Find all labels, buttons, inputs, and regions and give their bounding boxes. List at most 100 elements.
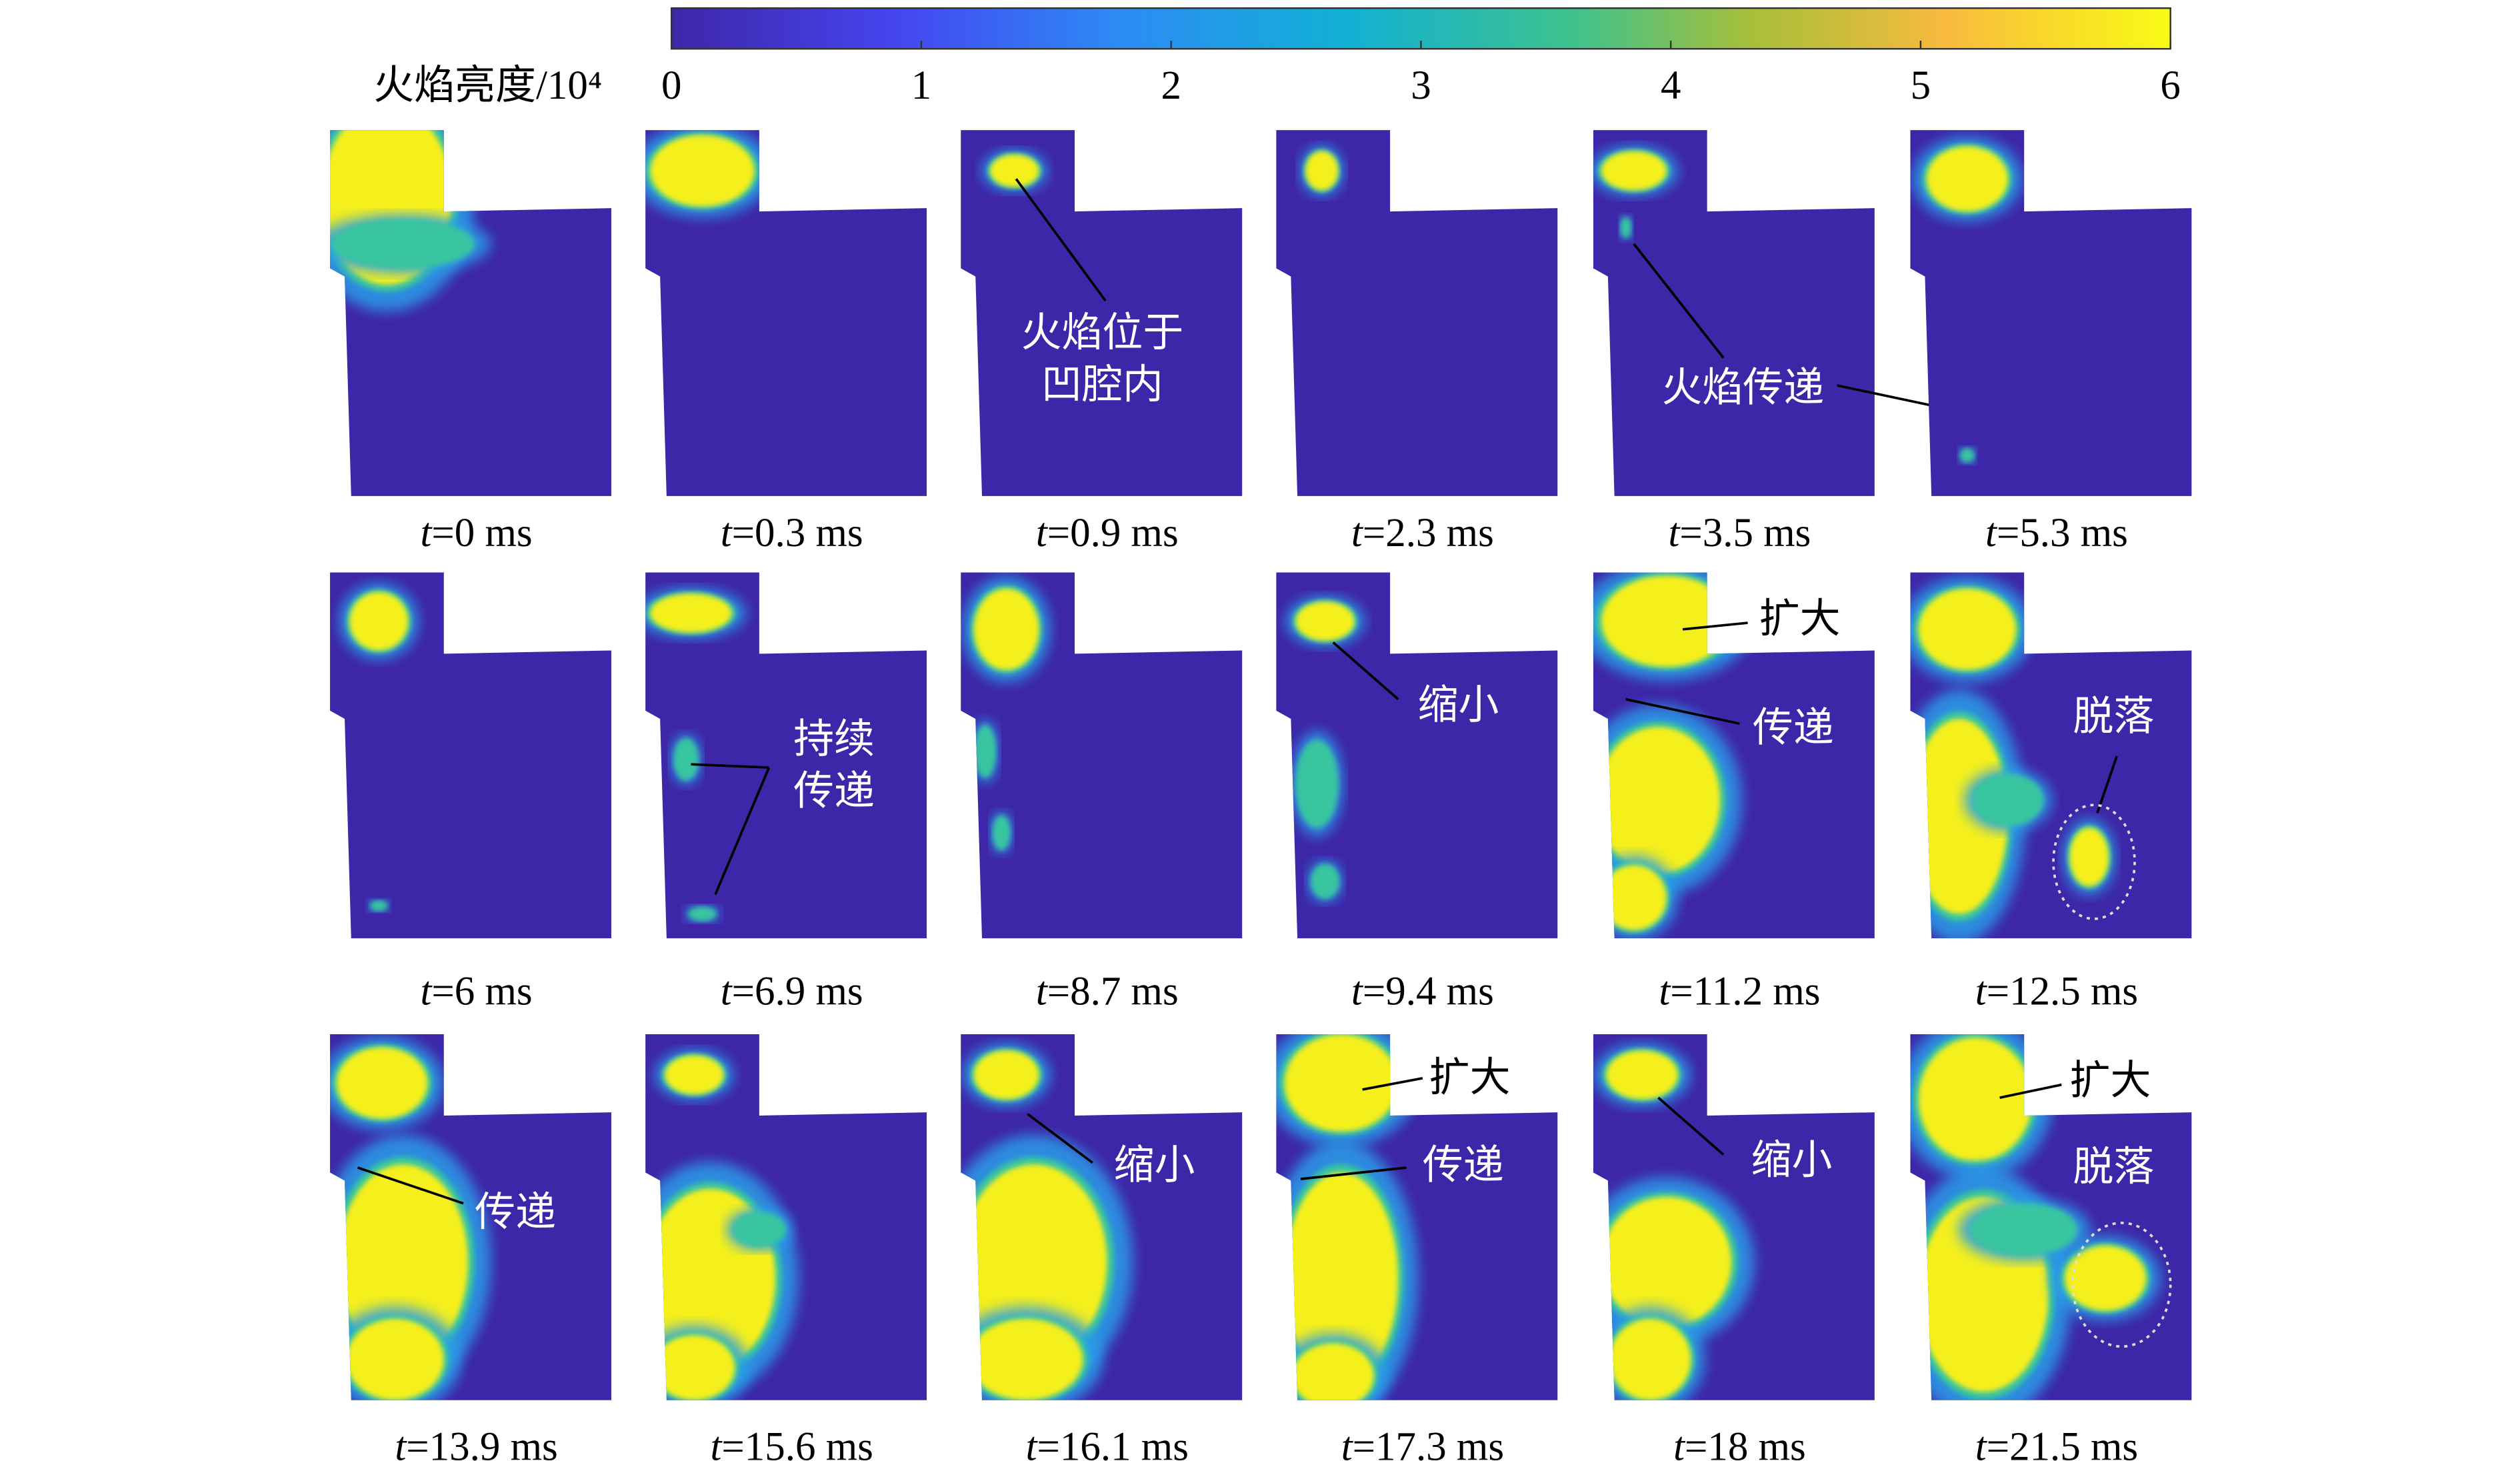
annotation: 脱落: [2073, 694, 2154, 739]
leader-line: [1362, 1077, 1423, 1091]
flame-core: [1292, 1343, 1374, 1400]
leader-line: [691, 763, 769, 769]
flame-image: [961, 572, 1243, 939]
time-var: t: [1668, 511, 1681, 555]
flames: [645, 587, 746, 923]
flame-mid: [1295, 740, 1339, 828]
annotation: 扩大: [1759, 597, 1841, 641]
flames: [1593, 1043, 1755, 1400]
flames: [1285, 595, 1365, 903]
flame-core: [653, 1335, 735, 1400]
flames: [330, 1036, 491, 1400]
flames: [1910, 576, 2116, 939]
time-label: t=15.6 ms: [710, 1424, 873, 1461]
annotation: 持续: [793, 717, 875, 762]
chamber: [961, 130, 1243, 496]
flame-mid: [974, 725, 996, 778]
time-var: t: [1026, 1424, 1039, 1461]
colorbar-tick-label: 6: [2160, 63, 2180, 108]
leader-line: [1682, 621, 1748, 631]
time-var: t: [395, 1424, 407, 1461]
flame-image: [1910, 572, 2192, 939]
colorbar-tick-label: 5: [1911, 63, 1931, 108]
annotation: 扩大: [2069, 1059, 2151, 1104]
flame-image: [645, 572, 927, 939]
time-value: =3.5 ms: [1679, 511, 1811, 555]
time-value: =6.9 ms: [732, 970, 863, 1014]
leader-line: [714, 767, 771, 896]
time-label: t=0 ms: [420, 511, 532, 555]
time-value: =15.6 ms: [721, 1424, 873, 1461]
time-label: t=18 ms: [1673, 1424, 1806, 1461]
flame-core: [1295, 601, 1355, 641]
flame-core: [1609, 1318, 1691, 1400]
leader-line: [1633, 243, 1725, 359]
flame-image: [1910, 130, 2192, 496]
time-value: =0 ms: [431, 511, 532, 555]
flames: [1276, 1034, 1419, 1400]
annotation: 传递: [1753, 705, 1834, 750]
chamber: [645, 130, 927, 496]
flame-mid: [331, 219, 475, 269]
flames: [1299, 145, 1344, 197]
annotation: 缩小: [1751, 1138, 1832, 1183]
leader-line: [1015, 178, 1107, 302]
annotation: 传递: [793, 770, 875, 814]
colorbar-tick-label: 0: [661, 63, 681, 108]
time-var: t: [420, 970, 433, 1014]
time-label: t=5.3 ms: [1985, 511, 2128, 555]
flame-mid: [1620, 217, 1631, 239]
flame-image: [1276, 572, 1558, 939]
flame-core: [1601, 1196, 1732, 1328]
flames: [330, 130, 491, 312]
time-value: =18 ms: [1685, 1424, 1806, 1461]
flame-core: [1910, 718, 2008, 914]
time-var: t: [1659, 970, 1671, 1014]
chamber: [1276, 130, 1558, 496]
leader-line: [1027, 1113, 1093, 1164]
flame-mid: [673, 738, 699, 781]
annotation: 火焰传递: [1661, 366, 1824, 411]
flame-mid: [1972, 774, 2044, 827]
time-label: t=8.7 ms: [1036, 970, 1179, 1014]
flames: [645, 1049, 799, 1400]
colorbar-tick-label: 2: [1161, 63, 1181, 108]
time-value: =0.9 ms: [1047, 511, 1179, 555]
colorbar-tick-label: 1: [911, 63, 931, 108]
highlight-circle: [2071, 1222, 2172, 1348]
highlight-circle: [2052, 804, 2136, 920]
time-label: t=21.5 ms: [1975, 1424, 2138, 1461]
flame-image: [330, 572, 611, 939]
flame-mid: [1970, 1203, 2078, 1256]
annotation: 缩小: [1418, 683, 1499, 727]
flame-core: [1284, 1172, 1399, 1384]
flame-core: [665, 1055, 724, 1095]
time-label: t=9.4 ms: [1351, 970, 1494, 1014]
flame-core: [1601, 151, 1667, 191]
time-var: t: [1975, 970, 1988, 1014]
time-label: t=2.3 ms: [1351, 511, 1494, 555]
time-label: t=12.5 ms: [1975, 970, 2138, 1014]
flame-core: [1918, 1037, 2033, 1162]
flame-core: [1305, 151, 1339, 191]
time-label: t=6 ms: [420, 970, 532, 1014]
time-value: =11.2 ms: [1670, 970, 1820, 1014]
time-var: t: [721, 511, 733, 555]
colorbar-tick-label: 4: [1661, 63, 1681, 108]
time-var: t: [1673, 1424, 1686, 1461]
time-value: =17.3 ms: [1353, 1424, 1504, 1461]
time-label: t=17.3 ms: [1341, 1424, 1504, 1461]
annotation: 扩大: [1429, 1056, 1511, 1100]
flames: [981, 149, 1048, 192]
time-value: =12.5 ms: [1987, 970, 2138, 1014]
time-var: t: [1975, 1424, 1988, 1461]
flame-mid: [1311, 864, 1340, 900]
time-var: t: [1341, 1424, 1354, 1461]
flame-mid: [1960, 448, 1975, 463]
colorbar-tick-label: 3: [1411, 63, 1431, 108]
leader-line: [357, 1166, 464, 1205]
flame-core: [973, 588, 1039, 670]
flame-core: [1926, 146, 2008, 212]
flame-core: [650, 135, 755, 207]
time-label: t=6.9 ms: [721, 970, 863, 1014]
